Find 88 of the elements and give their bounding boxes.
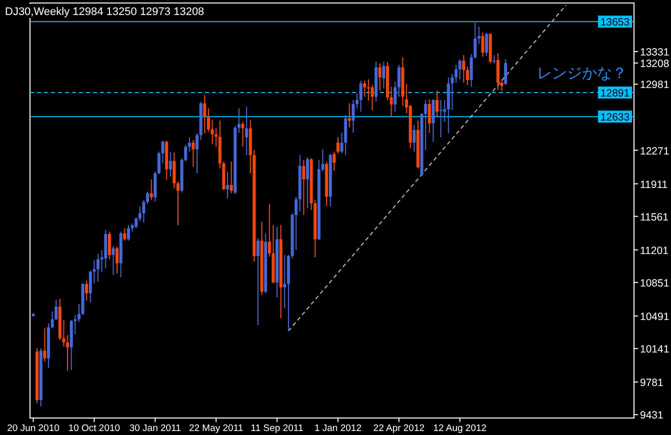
candlestick [241, 121, 244, 148]
candlestick [146, 191, 150, 204]
candlestick [439, 100, 442, 138]
x-tick-label: 30 Jan 2011 [129, 423, 181, 434]
candlestick [85, 280, 88, 302]
candlestick [256, 238, 260, 326]
candlestick [496, 52, 500, 91]
candlestick [172, 152, 176, 189]
candlestick [96, 253, 100, 282]
candlestick [382, 61, 386, 89]
candlestick [126, 224, 130, 242]
candlestick [142, 199, 146, 224]
candlestick [336, 136, 340, 154]
candlestick [176, 181, 180, 226]
candlestick [359, 80, 362, 112]
ref-line-label: 12891 [600, 88, 630, 100]
candlestick [206, 108, 210, 132]
y-tick-label: 11561 [640, 211, 669, 224]
candlestick [168, 151, 172, 178]
chart-title: DJ30,Weekly 12984 13250 12973 13208 [5, 6, 204, 18]
candlestick [500, 78, 504, 92]
candlestick [237, 108, 240, 134]
candlestick [492, 54, 496, 64]
candlestick [196, 132, 199, 174]
candlestick [366, 78, 370, 102]
candlestick [363, 80, 366, 98]
candlestick [436, 90, 439, 118]
candlestick [43, 328, 46, 362]
y-tick-label: 9781 [640, 377, 664, 390]
candlestick [157, 151, 160, 175]
candlestick [77, 303, 80, 322]
candlestick [332, 151, 336, 172]
candlestick [283, 254, 286, 309]
candlestick [112, 245, 115, 276]
candlestick [192, 140, 195, 168]
candlestick [352, 100, 355, 134]
candlestick [481, 32, 484, 58]
candlestick [504, 58, 508, 86]
candlestick [108, 231, 111, 260]
y-tick-label: 13208 [640, 58, 670, 70]
candlestick [302, 159, 306, 216]
candlestick [412, 124, 416, 152]
y-tick-label: 10851 [640, 277, 670, 290]
candlestick [485, 32, 488, 56]
x-tick-label: 1 Jan 2012 [314, 423, 362, 434]
x-tick-label: 10 Oct 2010 [68, 423, 120, 434]
ref-line-label: 12633 [600, 112, 630, 124]
candlestick [428, 98, 431, 134]
candlestick [477, 26, 480, 45]
candlestick [150, 178, 153, 200]
candlestick [116, 246, 119, 274]
candlestick [123, 228, 126, 242]
candlestick [188, 136, 191, 152]
y-tick-label: 13331 [640, 46, 670, 59]
candlestick [466, 66, 469, 86]
candlestick [462, 54, 466, 84]
y-tick-label: 9431 [640, 410, 664, 422]
y-tick-label: 12981 [640, 79, 670, 92]
candlestick [432, 98, 435, 142]
x-tick-label: 11 Sep 2011 [250, 423, 304, 434]
candlestick [245, 106, 248, 156]
candlestick [390, 86, 393, 118]
y-tick-label: 11911 [640, 178, 668, 191]
candlestick [66, 334, 70, 372]
candlestick [161, 140, 164, 164]
candlestick [378, 62, 382, 92]
candlestick [203, 94, 206, 134]
candlestick [370, 84, 374, 110]
candlestick [458, 58, 462, 80]
annotation: レンジかな？ [537, 64, 627, 82]
candlestick [306, 156, 310, 209]
x-tick-label: 20 Jun 2010 [7, 423, 60, 434]
y-tick-label: 11201 [640, 244, 669, 257]
candlestick [154, 171, 157, 202]
candlestick [134, 216, 138, 229]
ref-line-label: 13653 [600, 16, 630, 29]
x-tick-label: 22 May 2011 [188, 423, 244, 434]
candlestick [210, 120, 214, 145]
y-tick-label: 12271 [640, 145, 670, 158]
y-tick-label: 10141 [640, 344, 670, 356]
candlestick [356, 92, 359, 109]
x-tick-label: 22 Apr 2012 [373, 423, 425, 434]
x-tick-label: 12 Aug 2012 [433, 423, 487, 434]
candlestick [226, 171, 230, 199]
candlestick [394, 81, 397, 112]
candlestick [230, 161, 233, 194]
candlestick [397, 64, 400, 98]
y-tick-label: 10491 [640, 310, 670, 323]
